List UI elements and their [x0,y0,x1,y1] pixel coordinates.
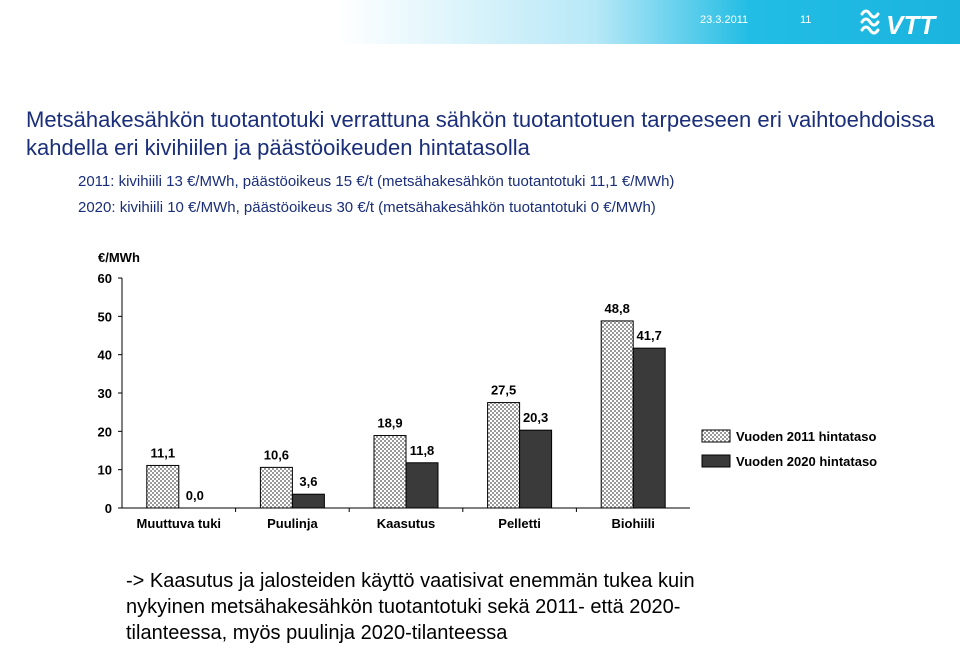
data-label-2011-4: 48,8 [605,301,630,316]
data-label-2020-3: 20,3 [523,410,548,425]
data-label-2020-1: 3,6 [299,474,317,489]
bar-2011-4 [600,320,634,509]
subtitle-2011: 2011: kivihiili 13 €/MWh, päästöoikeus 1… [78,173,675,190]
conclusion-text: -> Kaasutus ja jalosteiden käyttö vaatis… [126,568,846,646]
conclusion-line-1: -> Kaasutus ja jalosteiden käyttö vaatis… [126,570,695,592]
bar-2020-1 [291,493,325,509]
bar-2011-2 [373,435,407,509]
legend-swatch-0 [701,429,731,443]
data-label-2011-0: 11,1 [151,445,176,460]
bar-2011-0 [146,464,180,509]
vtt-logo-text: VTT [886,10,937,40]
conclusion-line-2: nykyinen metsähakesähkön tuotantotuki se… [126,596,681,618]
bar-2011-1 [259,466,293,509]
y-axis-label: €/MWh [98,250,140,265]
bar-2011-3 [487,402,521,509]
bar-2020-3 [519,429,553,509]
x-tick-label-3: Pelletti [498,516,541,531]
bar-2020-2 [405,462,439,509]
y-tick-label-5: 50 [98,309,112,324]
y-tick-label-3: 30 [98,386,112,401]
x-tick-label-0: Muuttuva tuki [137,516,222,531]
bar-2020-4 [632,347,666,509]
data-label-2011-1: 10,6 [264,447,289,462]
y-tick-label-2: 20 [98,424,112,439]
conclusion-line-3: tilanteessa, myös puulinja 2020-tilantee… [126,622,508,644]
x-tick-label-2: Kaasutus [377,516,436,531]
page-number: 11 [800,14,812,26]
vtt-logo: VTT [860,9,937,40]
data-label-2011-2: 18,9 [377,416,402,431]
slide-date: 23.3.2011 [700,14,749,26]
data-label-2020-0: 0,0 [186,488,204,503]
legend-label-1: Vuoden 2020 hintataso [736,454,877,469]
y-tick-label-0: 0 [105,501,112,516]
subtitle-2020: 2020: kivihiili 10 €/MWh, päästöoikeus 3… [78,199,656,216]
y-tick-label-6: 60 [98,271,112,286]
x-tick-label-1: Puulinja [267,516,318,531]
data-label-2020-4: 41,7 [637,328,662,343]
data-label-2020-2: 11,8 [410,443,435,458]
bar-chart: €/MWh 0 10 20 30 40 50 60 Muuttuva tuki Puulinja K… [98,250,878,531]
data-label-2011-3: 27,5 [491,383,516,398]
y-tick-label-1: 10 [98,463,112,478]
slide-title: Metsähakesähkön tuotantotuki verrattuna … [26,107,935,160]
x-tick-label-4: Biohiili [612,516,655,531]
legend-swatch-1 [701,454,731,468]
y-tick-label-4: 40 [98,348,112,363]
header-bar [0,0,960,44]
legend-label-0: Vuoden 2011 hintataso [736,429,876,444]
